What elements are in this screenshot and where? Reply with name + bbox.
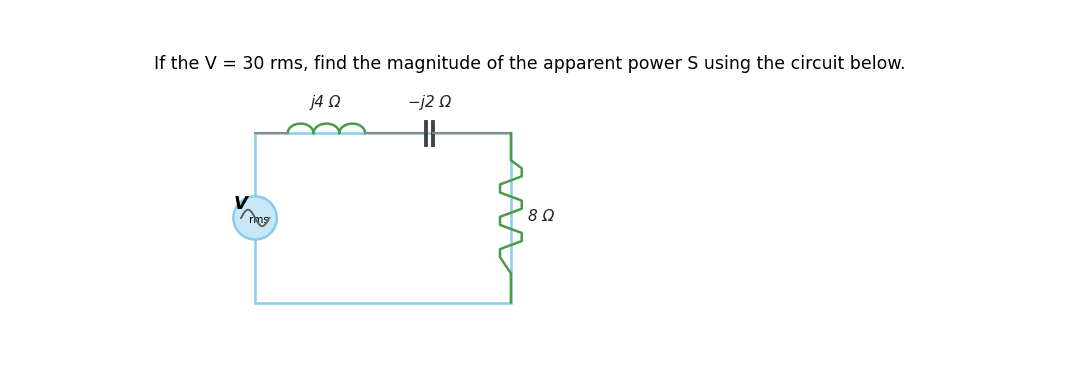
Text: j4 Ω: j4 Ω [311, 95, 341, 110]
Bar [255, 133, 511, 303]
Circle shape [233, 197, 276, 239]
Text: rms: rms [248, 215, 269, 225]
Text: 8 Ω: 8 Ω [528, 209, 554, 224]
Text: If the V = 30 rms, find the magnitude of the apparent power S using the circuit : If the V = 30 rms, find the magnitude of… [154, 55, 906, 73]
Text: −j2 Ω: −j2 Ω [408, 95, 451, 110]
Text: V: V [233, 195, 247, 213]
